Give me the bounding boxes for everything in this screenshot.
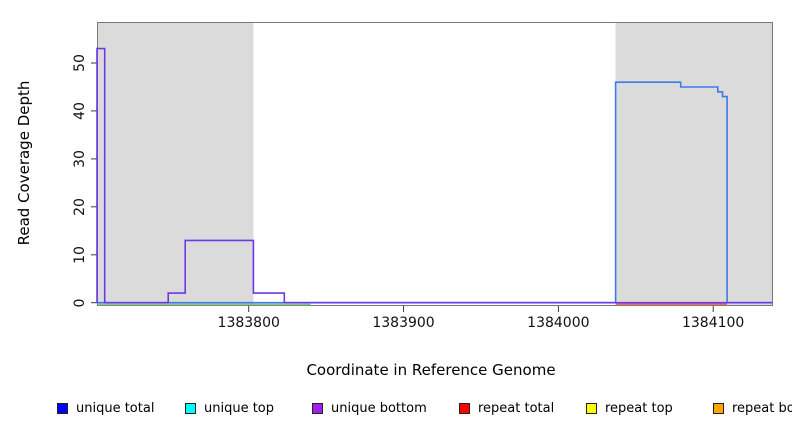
y-tick-label: 10 [72, 245, 88, 264]
x-tick-label: 1384100 [681, 315, 745, 331]
legend-swatch-icon [57, 403, 68, 414]
y-axis-label: Read Coverage Depth [15, 80, 33, 246]
y-tick-label: 0 [72, 298, 88, 308]
shaded-region-0 [97, 22, 254, 305]
legend-label: repeat total [478, 401, 555, 416]
x-tick-label: 1384000 [527, 315, 590, 331]
legend-item: unique bottom [312, 401, 427, 416]
x-tick-label: 1383800 [217, 315, 280, 331]
legend-swatch-icon [185, 403, 196, 414]
legend-item: repeat bottom [713, 401, 792, 416]
shaded-region-1 [615, 22, 772, 305]
legend-swatch-icon [459, 403, 470, 414]
x-tick-label: 1383900 [372, 315, 435, 331]
legend-item: unique top [185, 401, 274, 416]
x-axis-label: Coordinate in Reference Genome [306, 361, 556, 379]
series-line-3 [96, 47, 772, 304]
legend-label: repeat top [605, 401, 673, 416]
y-tick-label: 20 [72, 197, 88, 216]
series-line-2 [97, 81, 772, 304]
y-tick-label: 50 [72, 54, 88, 72]
y-tick-label: 30 [72, 149, 88, 168]
legend-swatch-icon [312, 403, 323, 414]
y-tick-label: 40 [72, 102, 88, 120]
legend-label: unique top [204, 401, 275, 416]
legend-item: repeat top [586, 401, 673, 416]
legend-item: repeat total [459, 401, 554, 416]
legend-swatch-icon [713, 403, 724, 414]
legend-item: unique total [57, 401, 154, 416]
legend-label: repeat bottom [732, 401, 792, 416]
legend-label: unique bottom [331, 401, 427, 416]
legend-swatch-icon [586, 403, 597, 414]
legend-label: unique total [76, 401, 155, 416]
